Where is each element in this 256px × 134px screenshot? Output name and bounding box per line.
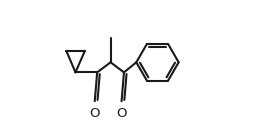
Text: O: O	[116, 107, 127, 120]
Text: O: O	[90, 107, 100, 120]
